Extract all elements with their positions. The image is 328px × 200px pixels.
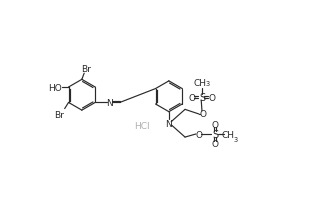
Text: CH: CH — [222, 130, 235, 139]
Text: N: N — [166, 119, 172, 128]
Text: O: O — [195, 130, 202, 139]
Text: N: N — [107, 98, 113, 107]
Text: CH: CH — [193, 79, 206, 87]
Text: O: O — [212, 139, 218, 148]
Text: O: O — [199, 110, 206, 119]
Text: S: S — [199, 93, 205, 103]
Text: Br: Br — [54, 111, 64, 120]
Text: S: S — [212, 129, 218, 139]
Text: O: O — [189, 93, 195, 102]
Text: HO: HO — [49, 83, 62, 92]
Text: HCl: HCl — [134, 121, 150, 130]
Text: Br: Br — [81, 65, 91, 74]
Text: O: O — [209, 93, 215, 102]
Text: O: O — [212, 121, 218, 130]
Text: 3: 3 — [205, 81, 209, 87]
Text: 3: 3 — [234, 137, 238, 143]
